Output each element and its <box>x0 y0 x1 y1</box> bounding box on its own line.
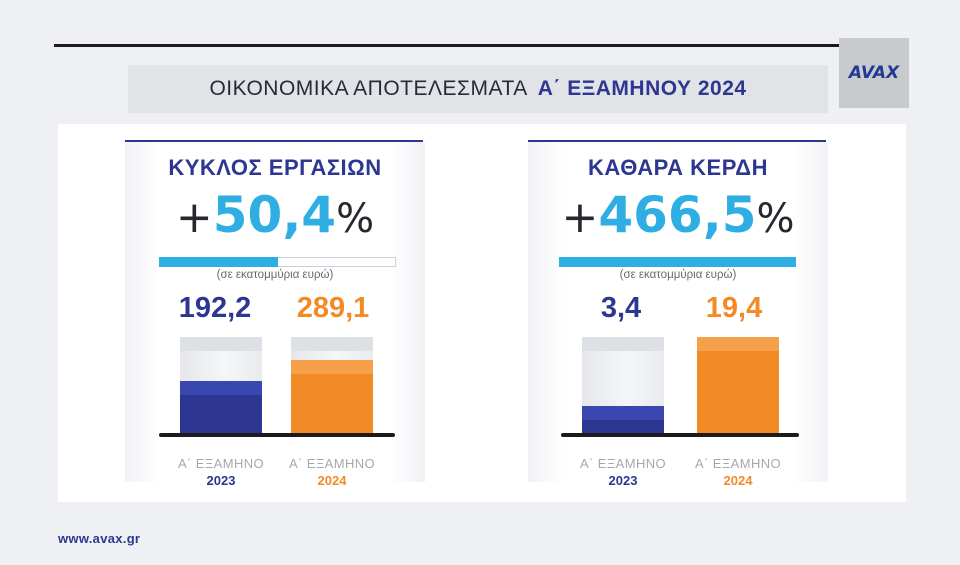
change-value: 466,5 <box>598 186 757 244</box>
unit-note: (σε εκατομμύρια ευρώ) <box>216 269 334 281</box>
change-progress-bar <box>559 257 796 267</box>
panel-top-rule <box>125 140 423 142</box>
change-percent: +466,5% <box>528 186 828 244</box>
bar-fill-body <box>180 395 262 435</box>
change-unit: % <box>756 196 795 242</box>
progress-fill <box>159 257 279 267</box>
bar-fill-top <box>582 406 664 420</box>
bar-glass-top <box>291 337 373 351</box>
change-value: 50,4 <box>212 186 337 244</box>
x-label-period-2024: Α΄ ΕΞΑΜΗΝΟ <box>288 456 376 471</box>
panel-title: ΚΑΘΑΡΑ ΚΕΡΔΗ <box>588 155 768 180</box>
change-percent: +50,4% <box>125 186 425 244</box>
value-label-2023: 3,4 <box>600 292 642 324</box>
chart-baseline <box>561 433 799 437</box>
panel-background <box>125 142 425 482</box>
company-logo: AVAX <box>839 38 909 108</box>
change-progress-bar <box>159 257 396 267</box>
title-accent: Α΄ ΕΞΑΜΗΝΟΥ 2024 <box>537 77 747 100</box>
bar-2023 <box>582 337 664 435</box>
bar-fill-body <box>582 420 664 435</box>
bar-fill-body <box>291 374 373 435</box>
bar-2023 <box>180 337 262 435</box>
website-link[interactable]: www.avax.gr <box>58 531 141 546</box>
change-unit: % <box>336 196 375 242</box>
bar-fill-body <box>697 351 779 435</box>
x-label-year-2024: 2024 <box>723 473 753 488</box>
x-label-year-2024: 2024 <box>317 473 347 488</box>
bar-glass-top <box>582 337 664 351</box>
net-profit-panel: ΚΑΘΑΡΑ ΚΕΡΔΗ +466,5% (σε εκατομμύρια ευρ… <box>528 140 828 500</box>
page-title: ΟΙΚΟΝΟΜΙΚΑ ΑΠΟΤΕΛΕΣΜΑΤΑ Α΄ ΕΞΑΜΗΝΟΥ 2024 <box>128 65 828 113</box>
top-rule <box>54 44 840 47</box>
panel-title: ΚΥΚΛΟΣ ΕΡΓΑΣΙΩΝ <box>168 155 382 180</box>
panel-top-rule <box>528 140 826 142</box>
change-sign: + <box>561 192 599 243</box>
x-label-year-2023: 2023 <box>206 473 236 488</box>
bar-fill-top <box>180 381 262 395</box>
chart-baseline <box>159 433 395 437</box>
bar-2024 <box>697 337 779 435</box>
logo-wordmark: AVAX <box>848 63 900 83</box>
bar-fill-top <box>291 360 373 374</box>
value-label-2023: 192,2 <box>178 292 252 324</box>
x-label-period-2023: Α΄ ΕΞΑΜΗΝΟ <box>579 456 667 471</box>
progress-fill <box>559 257 796 267</box>
revenue-panel: ΚΥΚΛΟΣ ΕΡΓΑΣΙΩΝ +50,4% (σε εκατομμύρια ε… <box>125 140 425 500</box>
value-label-2024: 289,1 <box>296 292 370 324</box>
change-sign: + <box>175 192 213 243</box>
bar-glass-top <box>180 337 262 351</box>
unit-note: (σε εκατομμύρια ευρώ) <box>619 269 737 281</box>
bar-fill-top <box>697 337 779 351</box>
title-plain: ΟΙΚΟΝΟΜΙΚΑ ΑΠΟΤΕΛΕΣΜΑΤΑ <box>209 77 528 100</box>
value-label-2024: 19,4 <box>705 292 763 324</box>
x-label-year-2023: 2023 <box>608 473 638 488</box>
x-label-period-2024: Α΄ ΕΞΑΜΗΝΟ <box>694 456 782 471</box>
x-label-period-2023: Α΄ ΕΞΑΜΗΝΟ <box>177 456 265 471</box>
bar-2024 <box>291 337 373 435</box>
